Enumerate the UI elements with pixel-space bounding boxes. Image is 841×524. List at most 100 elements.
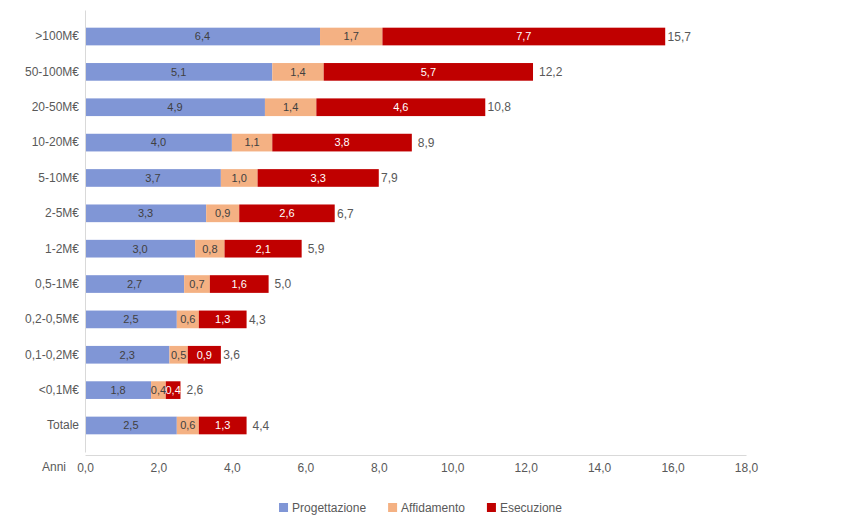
bars (85, 28, 665, 435)
tick-label: 0,5-1M€ (35, 277, 79, 291)
data-label: 0,9 (215, 207, 230, 219)
legend-swatch (279, 503, 288, 512)
tick: 50-100M€ (25, 65, 85, 79)
data-label: 4,6 (393, 101, 408, 113)
bar-segment (258, 169, 379, 187)
tick-label: 2,0 (151, 461, 168, 475)
tick: 1-2M€ (45, 242, 85, 256)
legend-swatch (487, 503, 496, 512)
data-label: 0,5 (171, 349, 186, 361)
bar-segment (239, 204, 334, 222)
bar-segment (85, 311, 177, 329)
data-label: 3,3 (138, 207, 153, 219)
data-label: 2,7 (127, 278, 142, 290)
bar-segment (177, 417, 199, 435)
data-label: 2,5 (123, 313, 138, 325)
bar-segment (210, 275, 269, 293)
tick: 20-50M€ (32, 100, 85, 114)
tick: 6,0 (297, 455, 314, 475)
bar-segment (265, 98, 316, 116)
data-label: 1,6 (232, 278, 247, 290)
data-label: 1,8 (110, 384, 125, 396)
data-label: 1,7 (344, 30, 359, 42)
legend-label: Esecuzione (500, 501, 562, 515)
tick-label: 20-50M€ (32, 100, 80, 114)
tick-label: 6,0 (297, 461, 314, 475)
bar-segment (195, 240, 224, 258)
data-label: 1,3 (215, 419, 230, 431)
total-label: 15,7 (668, 30, 692, 44)
bar-segment (272, 63, 323, 81)
data-label: 3,7 (145, 172, 160, 184)
tick: 8,0 (371, 455, 388, 475)
legend-item: Affidamento (388, 501, 465, 515)
axis-line (86, 455, 747, 456)
bar-segment (199, 417, 247, 435)
bar-segment (199, 311, 247, 329)
bar-segment (324, 63, 533, 81)
tick-label: 12,0 (514, 461, 538, 475)
data-label: 0,8 (202, 243, 217, 255)
bar-segment (166, 381, 181, 399)
tick: 10,0 (441, 455, 465, 475)
total-label: 4,3 (249, 313, 266, 327)
bar-segment (85, 240, 195, 258)
tick-label: 5-10M€ (38, 171, 79, 185)
axis-line (85, 11, 86, 453)
legend-swatch (388, 503, 397, 512)
bar-segment (184, 275, 210, 293)
bar-segment (85, 98, 265, 116)
tick-label: 10-20M€ (32, 135, 80, 149)
totals: 15,712,210,88,97,96,75,95,04,33,62,64,4 (186, 30, 691, 433)
data-label: 6,4 (195, 30, 210, 42)
data-label: 3,0 (132, 243, 147, 255)
tick-label: 10,0 (441, 461, 465, 475)
data-label: 1,4 (283, 101, 298, 113)
bar-segment (85, 169, 221, 187)
tick-label: 16,0 (661, 461, 685, 475)
tick: Totale (47, 418, 85, 432)
bar-segment (85, 28, 320, 46)
tick: 16,0 (661, 455, 685, 475)
legend-item: Progettazione (279, 501, 366, 515)
legend: Progettazione Affidamento Esecuzione (279, 501, 562, 515)
legend-label: Affidamento (401, 501, 465, 515)
total-label: 3,6 (223, 348, 240, 362)
tick-label: 4,0 (224, 461, 241, 475)
data-label: 2,6 (279, 207, 294, 219)
data-label: 4,0 (151, 136, 166, 148)
tick-label: <0,1M€ (39, 383, 80, 397)
total-label: 5,9 (308, 242, 325, 256)
tick: 2,0 (151, 455, 168, 475)
data-label: 0,6 (180, 313, 195, 325)
bar-segment (206, 204, 239, 222)
bar-segment (85, 346, 169, 364)
tick: 10-20M€ (32, 135, 85, 149)
tick: <0,1M€ (39, 383, 85, 397)
tick-label: 8,0 (371, 461, 388, 475)
data-label: 4,9 (167, 101, 182, 113)
legend-label: Progettazione (292, 501, 366, 515)
tick-label: >100M€ (35, 29, 79, 43)
tick-label: 14,0 (588, 461, 612, 475)
data-labels: 6,45,14,94,03,73,33,02,72,52,31,82,51,71… (110, 30, 531, 431)
data-label: 0,6 (180, 419, 195, 431)
total-label: 10,8 (488, 100, 512, 114)
bar-segment (221, 169, 258, 187)
tick-label: 0,1-0,2M€ (25, 348, 79, 362)
total-label: 8,9 (418, 136, 435, 150)
tick: 0,1-0,2M€ (25, 348, 85, 362)
bar-segment (188, 346, 221, 364)
tick-label: 0,2-0,5M€ (25, 312, 79, 326)
data-label: 0,4 (151, 384, 166, 396)
bar-segment (85, 63, 272, 81)
legend-item: Esecuzione (487, 501, 562, 515)
tick: 4,0 (224, 455, 241, 475)
total-label: 7,9 (381, 171, 398, 185)
data-label: 2,3 (120, 349, 135, 361)
tick-label: 2-5M€ (45, 206, 79, 220)
bar-segment (85, 381, 151, 399)
axis-title: Anni (42, 460, 66, 474)
data-label: 3,8 (334, 136, 349, 148)
category-axis: >100M€ 50-100M€ 20-50M€ 10-20M€ 5-10M€ 2-5M€ 1… (25, 11, 86, 453)
